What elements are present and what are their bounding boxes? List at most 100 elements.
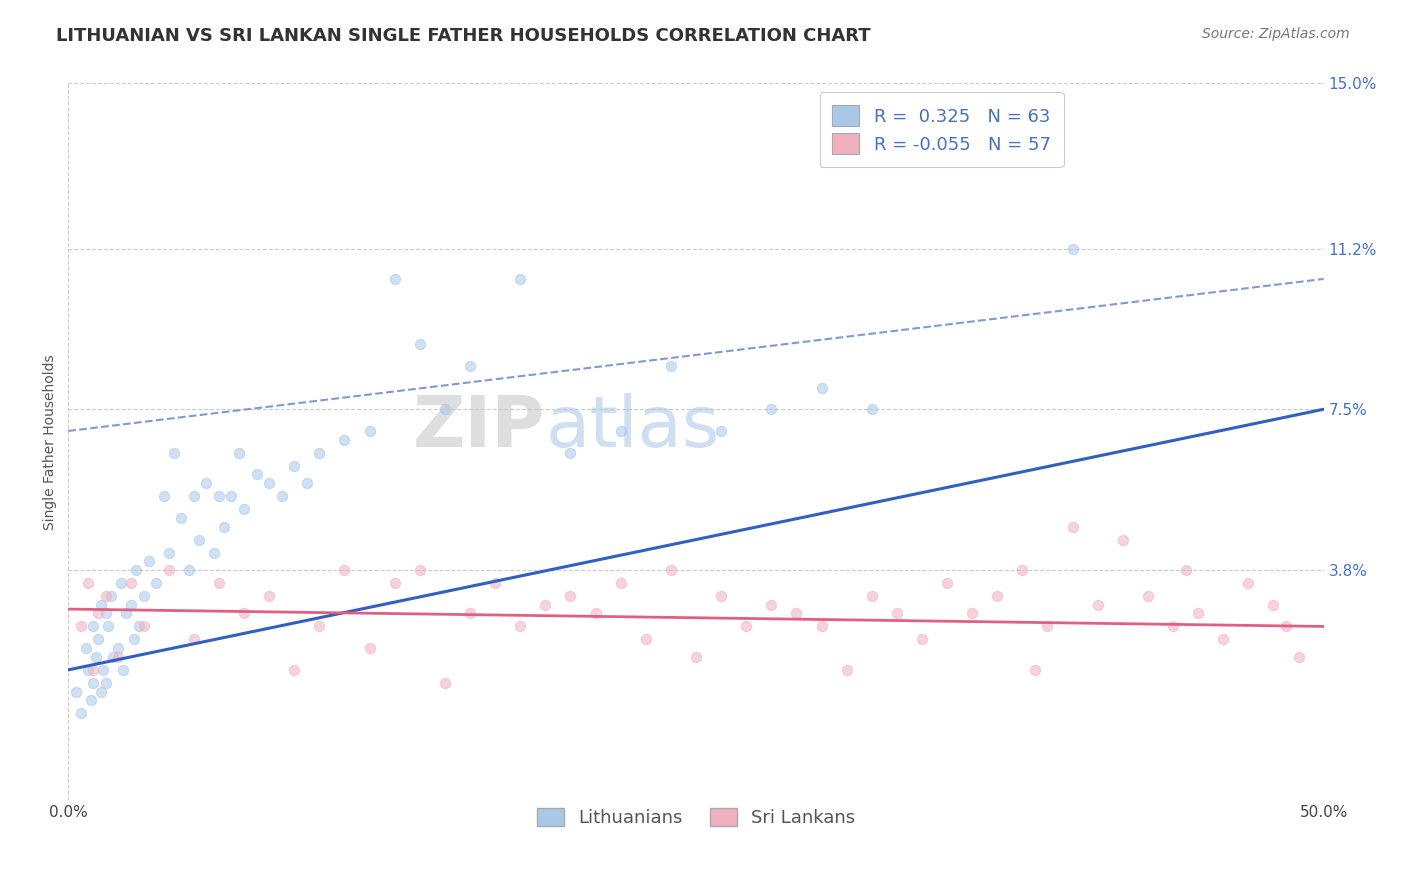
Point xyxy=(233,502,256,516)
Point xyxy=(308,619,330,633)
Point xyxy=(509,619,531,633)
Point xyxy=(433,676,456,690)
Point xyxy=(1161,619,1184,633)
Point xyxy=(560,589,582,603)
Point xyxy=(1062,242,1084,256)
Point xyxy=(359,641,381,656)
Point xyxy=(409,563,432,577)
Point xyxy=(112,663,135,677)
Point xyxy=(120,576,142,591)
Point xyxy=(659,359,682,373)
Point xyxy=(77,663,100,677)
Point xyxy=(107,641,129,656)
Point xyxy=(860,402,883,417)
Point xyxy=(132,619,155,633)
Text: LITHUANIAN VS SRI LANKAN SINGLE FATHER HOUSEHOLDS CORRELATION CHART: LITHUANIAN VS SRI LANKAN SINGLE FATHER H… xyxy=(56,27,870,45)
Point xyxy=(1011,563,1033,577)
Point xyxy=(333,563,356,577)
Point xyxy=(509,272,531,286)
Point xyxy=(270,489,292,503)
Point xyxy=(283,458,305,473)
Point xyxy=(1087,598,1109,612)
Point xyxy=(100,589,122,603)
Point xyxy=(384,576,406,591)
Point xyxy=(183,632,205,647)
Point xyxy=(609,576,631,591)
Point xyxy=(84,649,107,664)
Point xyxy=(157,546,180,560)
Point xyxy=(609,424,631,438)
Text: ZIP: ZIP xyxy=(413,393,546,462)
Point xyxy=(233,607,256,621)
Point xyxy=(835,663,858,677)
Point xyxy=(183,489,205,503)
Point xyxy=(560,445,582,459)
Point xyxy=(458,607,481,621)
Point xyxy=(735,619,758,633)
Point xyxy=(936,576,959,591)
Point xyxy=(208,576,231,591)
Point xyxy=(97,619,120,633)
Point xyxy=(1036,619,1059,633)
Point xyxy=(94,676,117,690)
Point xyxy=(1237,576,1260,591)
Point xyxy=(1062,519,1084,533)
Point xyxy=(82,663,104,677)
Point xyxy=(138,554,160,568)
Point xyxy=(659,563,682,577)
Point xyxy=(107,649,129,664)
Point xyxy=(115,607,138,621)
Point xyxy=(257,476,280,491)
Point xyxy=(87,632,110,647)
Point xyxy=(257,589,280,603)
Point xyxy=(132,589,155,603)
Point xyxy=(65,684,87,698)
Point xyxy=(534,598,557,612)
Point xyxy=(221,489,243,503)
Point xyxy=(93,663,115,677)
Point xyxy=(152,489,174,503)
Point xyxy=(710,424,733,438)
Point xyxy=(77,576,100,591)
Point xyxy=(128,619,150,633)
Point xyxy=(960,607,983,621)
Point xyxy=(761,402,783,417)
Point xyxy=(208,489,231,503)
Point xyxy=(90,684,112,698)
Point xyxy=(90,598,112,612)
Point xyxy=(634,632,657,647)
Point xyxy=(1024,663,1046,677)
Point xyxy=(110,576,132,591)
Point xyxy=(585,607,607,621)
Y-axis label: Single Father Households: Single Father Households xyxy=(44,354,58,530)
Point xyxy=(433,402,456,417)
Point xyxy=(145,576,167,591)
Point xyxy=(785,607,807,621)
Text: Source: ZipAtlas.com: Source: ZipAtlas.com xyxy=(1202,27,1350,41)
Point xyxy=(157,563,180,577)
Point xyxy=(187,533,209,547)
Point xyxy=(125,563,148,577)
Point xyxy=(120,598,142,612)
Point xyxy=(1112,533,1135,547)
Point xyxy=(1136,589,1159,603)
Point xyxy=(283,663,305,677)
Point xyxy=(94,589,117,603)
Point xyxy=(333,433,356,447)
Point xyxy=(1275,619,1298,633)
Point xyxy=(177,563,200,577)
Point xyxy=(170,511,193,525)
Point xyxy=(710,589,733,603)
Point xyxy=(308,445,330,459)
Point xyxy=(886,607,908,621)
Point xyxy=(860,589,883,603)
Point xyxy=(384,272,406,286)
Point xyxy=(458,359,481,373)
Point xyxy=(1263,598,1285,612)
Point xyxy=(82,676,104,690)
Legend: Lithuanians, Sri Lankans: Lithuanians, Sri Lankans xyxy=(530,800,862,834)
Point xyxy=(94,607,117,621)
Text: atlas: atlas xyxy=(546,393,720,462)
Point xyxy=(69,619,91,633)
Point xyxy=(103,649,125,664)
